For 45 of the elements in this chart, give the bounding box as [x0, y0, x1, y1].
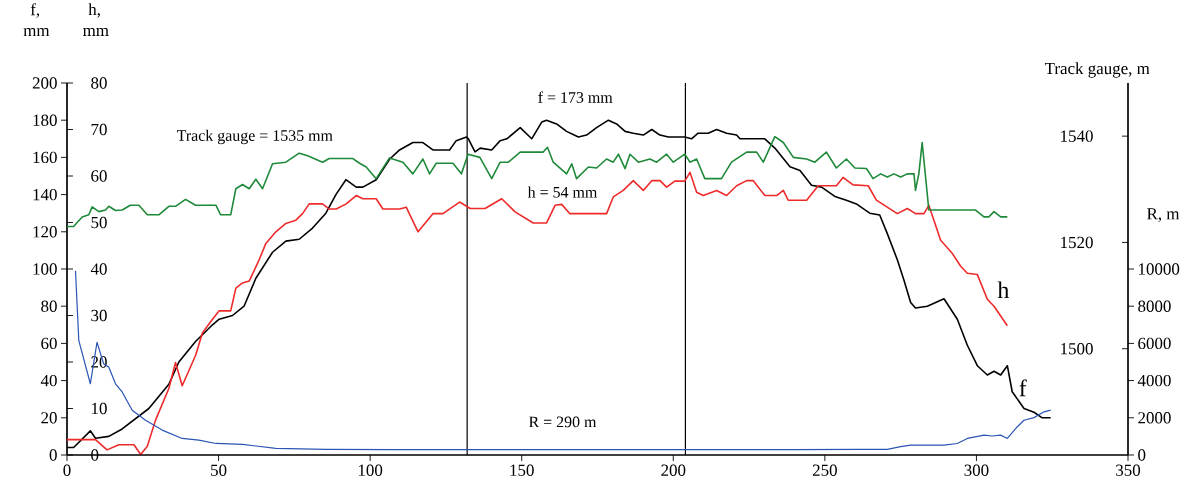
y2-tick-label: 60	[91, 170, 107, 182]
y2-tick-label: 70	[91, 123, 107, 136]
x-tick-label: 200	[661, 464, 686, 476]
x-tick-label: 250	[812, 464, 837, 476]
y-tick-label: 80	[41, 300, 57, 312]
y-tick-label: 2000	[1138, 412, 1171, 424]
x-tick-label: 300	[964, 464, 989, 476]
x-tick-label: 350	[1116, 464, 1141, 476]
y2-tick-label: 10	[92, 402, 107, 415]
y3-tick-label: 1540	[1061, 130, 1093, 142]
annotation: Track gauge = 1535 mm	[176, 129, 333, 145]
y3-tick-label: 1500	[1061, 343, 1093, 355]
annotation: f = 173 mm	[538, 91, 613, 103]
y2-tick-label: 40	[90, 263, 107, 275]
y-axis-title: R, m	[1147, 208, 1180, 222]
y-tick-label: 4000	[1137, 374, 1171, 387]
y-tick-label: 200	[32, 77, 57, 89]
y-tick-label: 100	[33, 263, 57, 275]
y3-tick-label: 1520	[1061, 236, 1093, 249]
y-tick-label: 8000	[1138, 300, 1171, 312]
y-tick-label: 0	[49, 449, 57, 461]
x-tick-label: 0	[63, 464, 71, 476]
x-tick-label: 50	[211, 464, 227, 476]
annotation: R = 290 m	[528, 416, 597, 428]
y-axis-title: f, mm	[23, 3, 50, 37]
y-tick-label: 180	[33, 114, 57, 126]
y-tick-label: 40	[40, 374, 57, 387]
y2-tick-label: 30	[91, 309, 107, 322]
y-tick-label: 160	[33, 151, 57, 164]
y2-tick-label: 80	[91, 77, 107, 89]
y-tick-label: 140	[33, 188, 57, 201]
y-tick-label: 6000	[1138, 337, 1171, 350]
annotation: h = 54 mm	[527, 186, 598, 198]
x-tick-label: 150	[510, 464, 534, 476]
y3-axis-title: Track gauge, m	[1044, 62, 1150, 78]
y-tick-label: 0	[1138, 449, 1146, 461]
y-tick-label: 20	[41, 412, 57, 424]
y-tick-label: 10000	[1139, 263, 1180, 275]
y2-tick-label: 50	[91, 216, 107, 229]
series-label: f	[1019, 379, 1027, 397]
y-tick-label: 120	[33, 226, 57, 238]
series-label: h	[997, 281, 1010, 299]
y-tick-label: 60	[41, 337, 57, 350]
y2-axis-title: h, mm	[82, 3, 109, 36]
x-tick-label: 100	[358, 464, 383, 476]
